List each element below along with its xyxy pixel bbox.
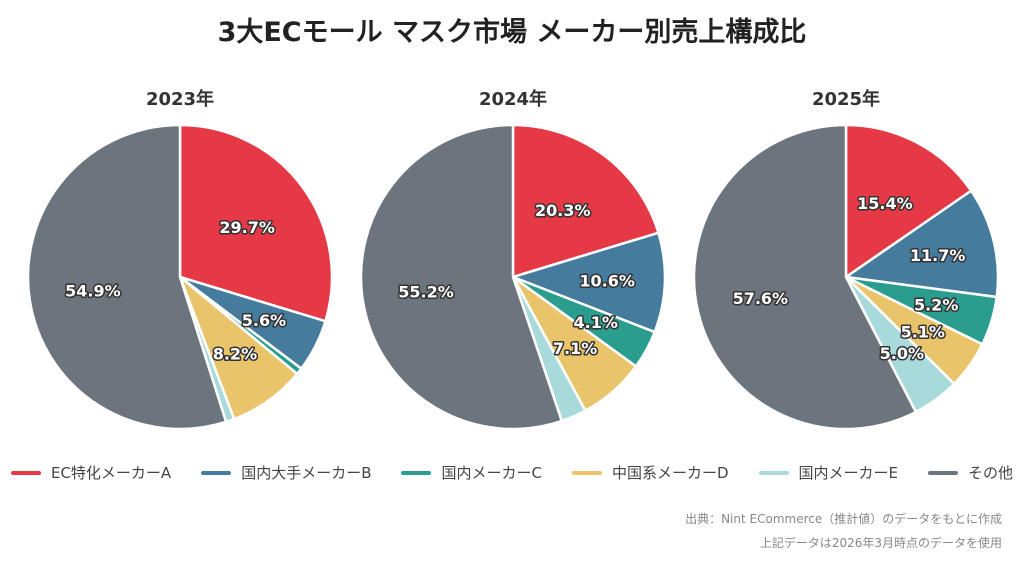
slice-label-d: 5.1% (901, 323, 945, 342)
slice-label-a: 15.4% (857, 194, 913, 213)
pie-slice-other[interactable] (26, 123, 228, 431)
slice-label-a: 29.7% (219, 218, 275, 237)
slice-label-d: 8.2% (213, 345, 257, 364)
slice-label-d: 7.1% (553, 339, 597, 358)
legend-label: 国内メーカーC (441, 464, 542, 482)
pie-slice-a[interactable] (178, 123, 334, 323)
legend-swatch (10, 470, 41, 475)
slice-label-b: 10.6% (579, 272, 635, 291)
pie-slice-other[interactable] (692, 123, 918, 431)
legend-label: 国内大手メーカーB (241, 464, 372, 482)
legend-item-a[interactable]: EC特化メーカーA (10, 462, 172, 483)
pie-title-2025: 2025年 (811, 89, 881, 110)
pie-title-2023: 2023年 (145, 89, 215, 110)
pie-slice-b[interactable] (511, 231, 667, 334)
date-note: 上記データは2026年3月時点のデータを使用 (759, 536, 1002, 550)
slice-label-other: 55.2% (398, 282, 454, 301)
pie-slice-b[interactable] (844, 189, 1000, 299)
source-note: 出典：Nint ECommerce（推計値）のデータをもとに作成 (685, 512, 1002, 526)
legend-item-b[interactable]: 国内大手メーカーB (201, 462, 371, 483)
legend-item-d[interactable]: 中国系メーカーD (571, 462, 729, 483)
slice-label-c: 5.2% (914, 295, 958, 314)
legend-item-other[interactable]: その他 (928, 462, 1013, 483)
pie-slice-other[interactable] (359, 123, 564, 431)
pie-title-2024: 2024年 (478, 89, 548, 110)
legend-label: その他 (968, 464, 1014, 482)
pie-2024年: 20.3% 10.6% 4.1% 7.1% 55.2% (359, 123, 667, 431)
legend-swatch (401, 470, 432, 475)
legend-swatch (571, 470, 602, 475)
legend-label: 国内メーカーE (798, 464, 899, 482)
legend: EC特化メーカーA 国内大手メーカーB 国内メーカーC 中国系メーカーD 国内メ… (0, 462, 1024, 483)
legend-label: 中国系メーカーD (611, 464, 729, 482)
legend-label: EC特化メーカーA (50, 464, 172, 482)
slice-label-c: 4.1% (574, 313, 618, 332)
pie-slice-a[interactable] (511, 123, 660, 279)
pie-2025年: 15.4% 11.7% 5.2% 5.1% 5.0% 57.6% (692, 123, 1000, 431)
slice-label-other: 57.6% (733, 289, 789, 308)
legend-item-c[interactable]: 国内メーカーC (401, 462, 542, 483)
pie-2023年: 29.7% 5.6% 8.2% 54.9% (26, 123, 334, 431)
slice-label-a: 20.3% (535, 201, 591, 220)
legend-item-e[interactable]: 国内メーカーE (758, 462, 899, 483)
slice-label-e: 5.0% (880, 344, 924, 363)
slice-label-other: 54.9% (65, 282, 121, 301)
legend-swatch (201, 470, 232, 475)
pie-slice-a[interactable] (844, 123, 973, 279)
slice-label-b: 11.7% (910, 246, 966, 265)
slice-label-b: 5.6% (242, 311, 286, 330)
chart-title: 3大ECモール マスク市場 メーカー別売上構成比 (217, 17, 807, 48)
legend-swatch (758, 470, 789, 475)
legend-swatch (928, 470, 959, 475)
